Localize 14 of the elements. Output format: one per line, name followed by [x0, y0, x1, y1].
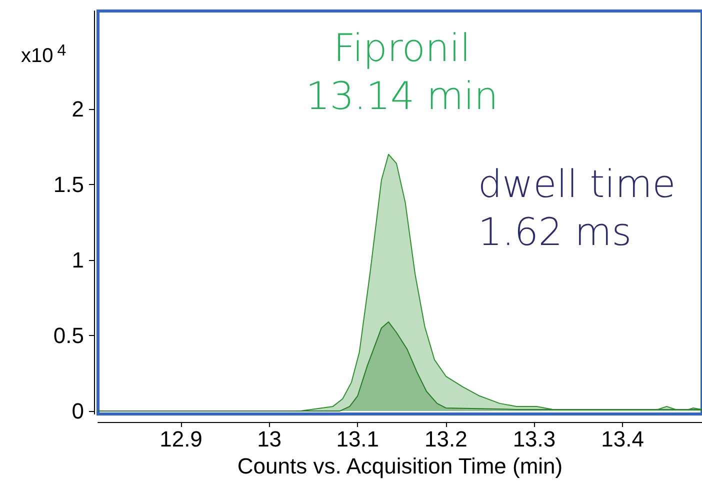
y-tick-label: 0 — [72, 398, 84, 424]
annotation: dwell time 1.62 ms — [478, 162, 676, 254]
x-tick-label: 13.4 — [601, 426, 644, 452]
x-tick-label: 13.2 — [424, 426, 468, 452]
x-tick-label: 13.1 — [336, 426, 380, 452]
x-tick-label: 12.9 — [160, 426, 202, 452]
y-tick-label: 1 — [72, 248, 84, 273]
x-tick-label: 13 — [257, 426, 282, 452]
annotation: Fipronil 13.14 min — [306, 26, 498, 118]
x-axis-title: Counts vs. Acquisition Time (min) — [237, 453, 563, 478]
y-tick-label: 2 — [72, 96, 84, 122]
y-tick-label: 0.5 — [53, 323, 84, 348]
y-tick-label: 1.5 — [53, 172, 84, 198]
x-tick-label: 13.3 — [512, 426, 556, 452]
